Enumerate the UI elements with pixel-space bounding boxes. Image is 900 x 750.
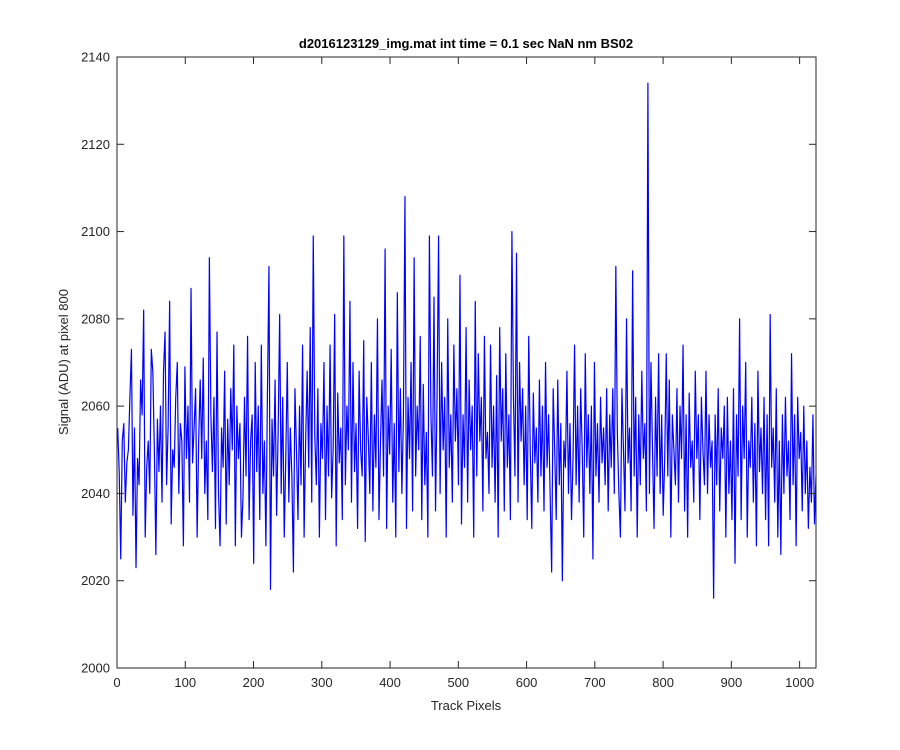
y-axis: 2000 2020 2040 2060 2080 2100 2120 2140 <box>81 50 816 676</box>
y-tick-label-2060: 2060 <box>81 399 110 414</box>
chart-title: d2016123129_img.mat int time = 0.1 sec N… <box>299 36 633 51</box>
x-tick-label-500: 500 <box>447 675 469 690</box>
x-tick-label-1000: 1000 <box>785 675 814 690</box>
series-line-0 <box>117 82 817 599</box>
y-tick-label-2140: 2140 <box>81 50 110 65</box>
y-tick-label-2120: 2120 <box>81 137 110 152</box>
y-tick-label-2080: 2080 <box>81 311 110 326</box>
plot-frame <box>116 56 817 669</box>
series-layer <box>117 82 817 599</box>
x-tick-label-0: 0 <box>113 675 120 690</box>
x-tick-label-300: 300 <box>311 675 333 690</box>
x-axis: 0 100 200 300 400 500 600 700 800 900 1000 <box>113 57 814 690</box>
y-tick-label-2100: 2100 <box>81 224 110 239</box>
y-axis-label: Signal (ADU) at pixel 800 <box>56 289 71 435</box>
y-tick-label-2020: 2020 <box>81 573 110 588</box>
x-axis-label: Track Pixels <box>431 698 502 713</box>
y-tick-label-2000: 2000 <box>81 661 110 676</box>
x-tick-label-800: 800 <box>652 675 674 690</box>
x-tick-label-100: 100 <box>174 675 196 690</box>
x-tick-label-600: 600 <box>516 675 538 690</box>
x-tick-label-900: 900 <box>721 675 743 690</box>
y-tick-label-2040: 2040 <box>81 486 110 501</box>
x-tick-label-400: 400 <box>379 675 401 690</box>
x-tick-label-200: 200 <box>243 675 265 690</box>
x-tick-label-700: 700 <box>584 675 606 690</box>
